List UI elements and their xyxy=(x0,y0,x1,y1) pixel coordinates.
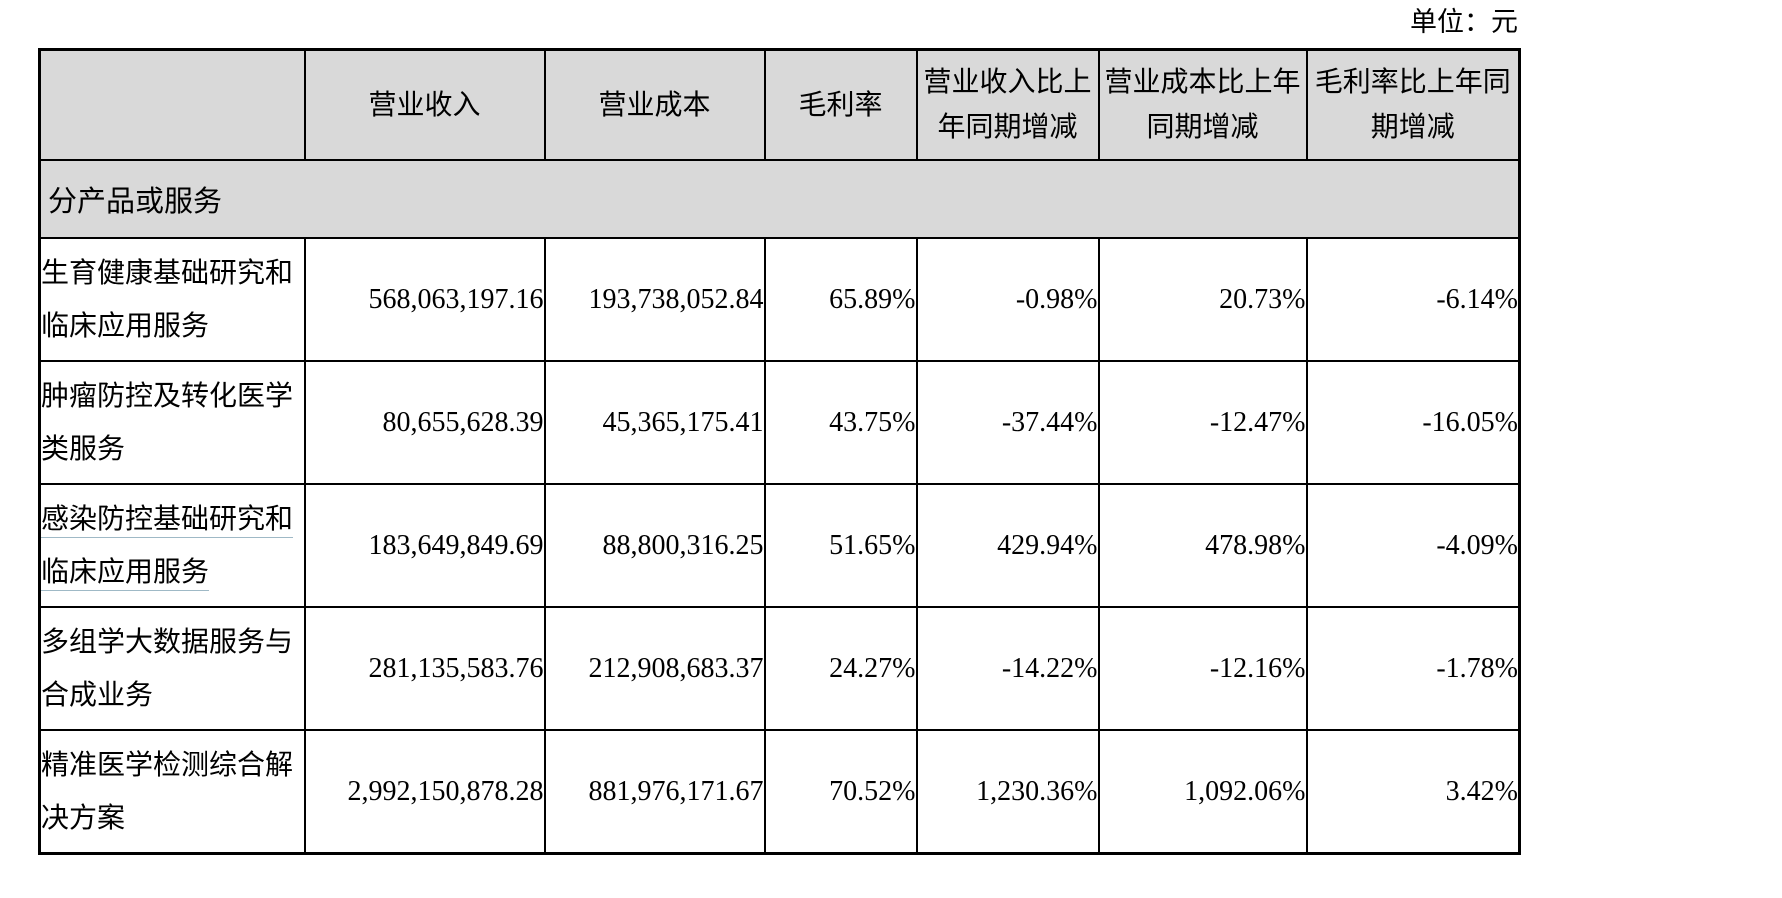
product-name-cell: 精准医学检测综合解 决方案 xyxy=(38,729,306,855)
header-cost: 营业成本 xyxy=(543,48,766,161)
header-revenue: 营业收入 xyxy=(303,48,546,161)
revenue-cell: 80,655,628.39 xyxy=(303,360,546,485)
gross-margin-cell: 70.52% xyxy=(763,729,918,855)
table-row: 精准医学检测综合解 决方案 2,992,150,878.28 881,976,1… xyxy=(38,729,1521,855)
cost-cell: 45,365,175.41 xyxy=(543,360,766,485)
revenue-cell: 281,135,583.76 xyxy=(303,606,546,731)
gross-margin-cell: 65.89% xyxy=(763,237,918,362)
cost-cell: 193,738,052.84 xyxy=(543,237,766,362)
segment-revenue-table: 营业收入 营业成本 毛利率 营业收入比上 年同期增减 营业成本比上年 同期增减 … xyxy=(38,48,1521,855)
revenue-yoy-cell: -14.22% xyxy=(915,606,1100,731)
cost-yoy-cell: 478.98% xyxy=(1097,483,1308,608)
cost-yoy-cell: 1,092.06% xyxy=(1097,729,1308,855)
margin-yoy-cell: -16.05% xyxy=(1305,360,1521,485)
revenue-cell: 183,649,849.69 xyxy=(303,483,546,608)
revenue-cell: 2,992,150,878.28 xyxy=(303,729,546,855)
revenue-yoy-cell: -37.44% xyxy=(915,360,1100,485)
margin-yoy-cell: -4.09% xyxy=(1305,483,1521,608)
table-row: 多组学大数据服务与 合成业务 281,135,583.76 212,908,68… xyxy=(38,606,1521,731)
header-revenue-yoy: 营业收入比上 年同期增减 xyxy=(915,48,1100,161)
revenue-yoy-cell: 429.94% xyxy=(915,483,1100,608)
gross-margin-cell: 51.65% xyxy=(763,483,918,608)
cost-cell: 212,908,683.37 xyxy=(543,606,766,731)
table-row: 肿瘤防控及转化医学 类服务 80,655,628.39 45,365,175.4… xyxy=(38,360,1521,485)
margin-yoy-cell: 3.42% xyxy=(1305,729,1521,855)
gross-margin-cell: 24.27% xyxy=(763,606,918,731)
gross-margin-cell: 43.75% xyxy=(763,360,918,485)
margin-yoy-cell: -1.78% xyxy=(1305,606,1521,731)
margin-yoy-cell: -6.14% xyxy=(1305,237,1521,362)
header-gross-margin: 毛利率 xyxy=(763,48,918,161)
header-blank xyxy=(38,48,306,161)
cost-cell: 88,800,316.25 xyxy=(543,483,766,608)
header-cost-yoy: 营业成本比上年 同期增减 xyxy=(1097,48,1308,161)
section-label: 分产品或服务 xyxy=(38,159,1521,239)
product-name-cell: 生育健康基础研究和 临床应用服务 xyxy=(38,237,306,362)
product-name-cell: 感染防控基础研究和 临床应用服务 xyxy=(38,483,306,608)
cost-yoy-cell: -12.47% xyxy=(1097,360,1308,485)
revenue-yoy-cell: -0.98% xyxy=(915,237,1100,362)
revenue-yoy-cell: 1,230.36% xyxy=(915,729,1100,855)
cost-yoy-cell: -12.16% xyxy=(1097,606,1308,731)
table-header-row: 营业收入 营业成本 毛利率 营业收入比上 年同期增减 营业成本比上年 同期增减 … xyxy=(38,48,1521,161)
unit-label: 单位：元 xyxy=(1410,7,1518,37)
product-name-cell: 多组学大数据服务与 合成业务 xyxy=(38,606,306,731)
cost-cell: 881,976,171.67 xyxy=(543,729,766,855)
product-name-cell: 肿瘤防控及转化医学 类服务 xyxy=(38,360,306,485)
header-margin-yoy: 毛利率比上年同 期增减 xyxy=(1305,48,1521,161)
revenue-cell: 568,063,197.16 xyxy=(303,237,546,362)
table-row: 生育健康基础研究和 临床应用服务 568,063,197.16 193,738,… xyxy=(38,237,1521,362)
section-row: 分产品或服务 xyxy=(38,159,1521,239)
cost-yoy-cell: 20.73% xyxy=(1097,237,1308,362)
table-row: 感染防控基础研究和 临床应用服务 183,649,849.69 88,800,3… xyxy=(38,483,1521,608)
